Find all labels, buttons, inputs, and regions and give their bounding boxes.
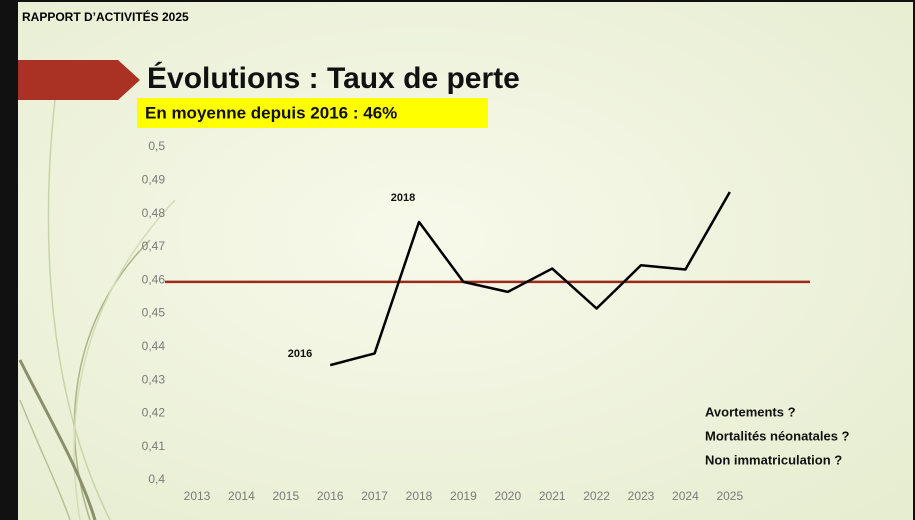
annotation: Non immatriculation ?: [705, 452, 842, 467]
y-tick-label: 0,44: [142, 339, 166, 353]
chart-title: Évolutions : Taux de perte: [147, 61, 520, 95]
y-tick-label: 0,43: [142, 372, 166, 386]
x-tick-label: 2019: [450, 489, 477, 503]
line-series: [329, 191, 731, 367]
x-tick-label: 2017: [361, 489, 388, 503]
x-tick-label: 2016: [317, 489, 344, 503]
x-tick-label: 2022: [583, 489, 610, 503]
annotation: 2018: [391, 192, 415, 204]
x-tick-label: 2020: [494, 489, 521, 503]
x-tick-label: 2014: [228, 489, 255, 503]
annotation: Mortalités néonatales ?: [705, 428, 850, 443]
subtitle-box: [137, 98, 488, 128]
y-tick-label: 0,41: [142, 439, 166, 453]
y-tick-label: 0,45: [142, 306, 166, 320]
y-tick-label: 0,4: [148, 472, 165, 486]
annotation: Avortements ?: [705, 404, 796, 419]
y-tick-label: 0,49: [142, 172, 166, 186]
title-arrow: [18, 60, 140, 100]
x-tick-label: 2018: [406, 489, 433, 503]
header: RAPPORT D’ACTIVITÉS 2025: [22, 9, 189, 24]
annotation: 2016: [288, 348, 312, 360]
y-tick-label: 0,42: [142, 406, 166, 420]
chart-subtitle: En moyenne depuis 2016 : 46%: [145, 103, 397, 122]
x-tick-label: 2025: [716, 489, 743, 503]
y-tick-label: 0,46: [142, 272, 166, 286]
x-tick-label: 2013: [184, 489, 211, 503]
x-tick-label: 2015: [272, 489, 299, 503]
x-tick-label: 2023: [628, 489, 655, 503]
background: [18, 2, 913, 520]
y-tick-label: 0,47: [142, 239, 166, 253]
x-tick-label: 2024: [672, 489, 699, 503]
decoration: [18, 59, 176, 520]
y-tick-label: 0,5: [148, 139, 165, 153]
x-tick-label: 2021: [539, 489, 566, 503]
y-tick-label: 0,48: [142, 206, 166, 220]
